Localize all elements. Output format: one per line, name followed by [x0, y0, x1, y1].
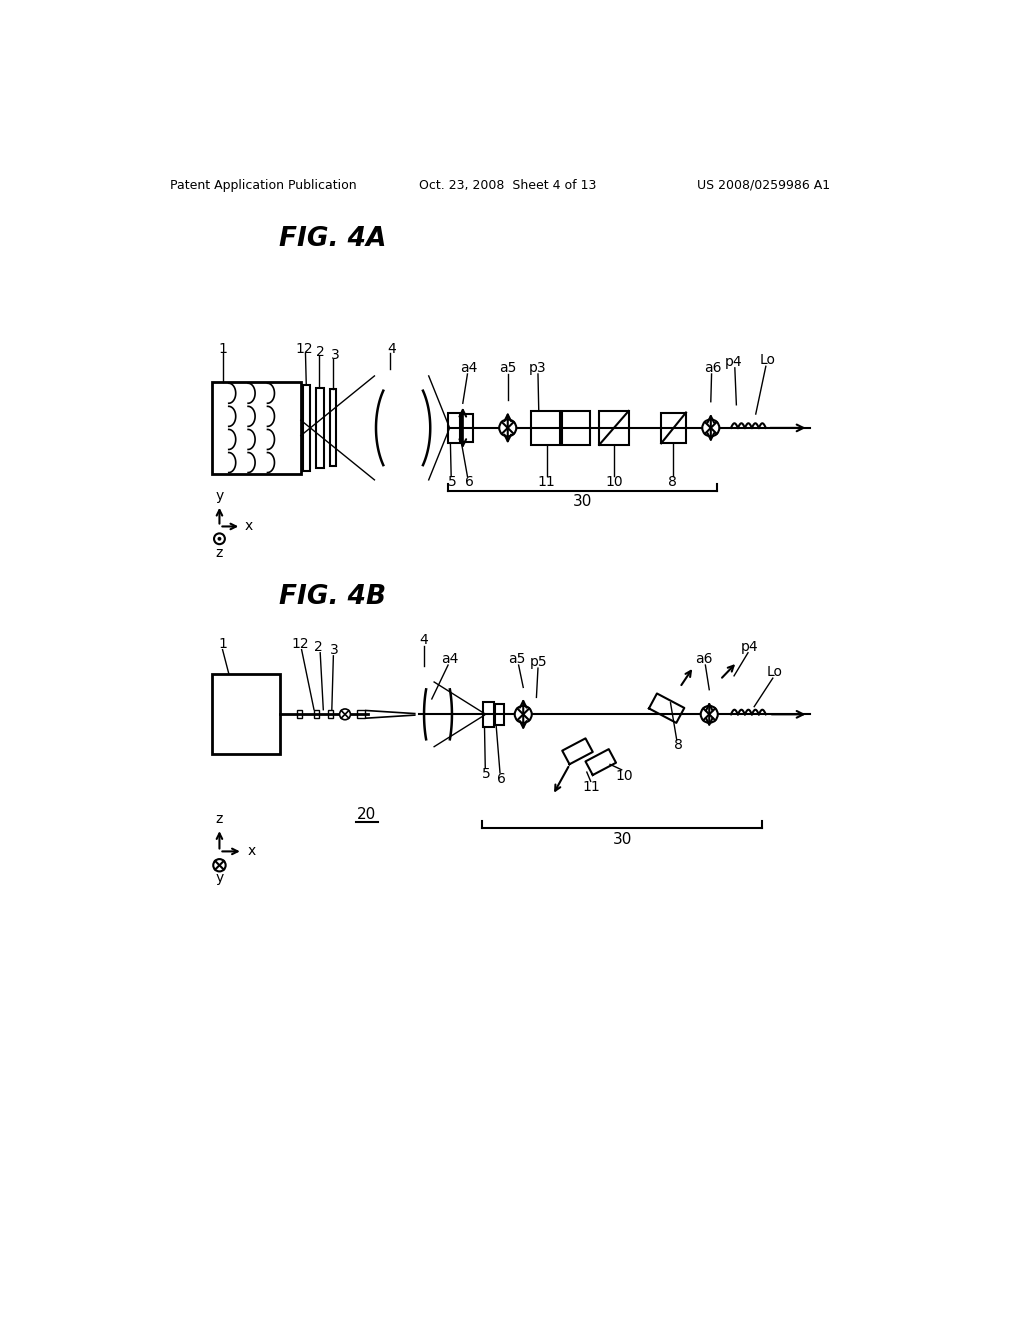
Bar — [449, 413, 461, 444]
Text: FIG. 4A: FIG. 4A — [280, 226, 386, 252]
Text: x: x — [248, 845, 256, 858]
Text: 11: 11 — [538, 475, 555, 488]
Circle shape — [500, 420, 516, 437]
Text: 8: 8 — [674, 738, 683, 752]
Text: Patent Application Publication: Patent Application Publication — [170, 178, 357, 191]
Text: a6: a6 — [695, 652, 713, 665]
Text: y: y — [215, 871, 223, 884]
Text: 10: 10 — [605, 475, 623, 488]
Text: 2: 2 — [314, 640, 323, 653]
Bar — [297, 710, 302, 718]
Text: p4: p4 — [740, 640, 759, 653]
Bar — [212, 675, 280, 755]
Bar — [462, 414, 473, 442]
Text: 3: 3 — [331, 347, 339, 362]
Text: x: x — [245, 520, 253, 533]
Bar — [599, 411, 629, 445]
Circle shape — [213, 859, 225, 871]
Text: 5: 5 — [447, 475, 457, 488]
Text: 30: 30 — [612, 832, 632, 846]
Circle shape — [217, 537, 221, 541]
Bar — [315, 388, 324, 469]
Text: 20: 20 — [357, 807, 377, 822]
Text: y: y — [215, 488, 223, 503]
Text: 8: 8 — [669, 475, 677, 488]
Bar — [330, 389, 337, 466]
Text: 10: 10 — [615, 770, 633, 783]
Text: a6: a6 — [705, 360, 722, 375]
Bar — [303, 385, 310, 471]
Bar — [662, 413, 686, 444]
Text: p4: p4 — [725, 355, 742, 368]
Text: 2: 2 — [315, 345, 325, 359]
Text: US 2008/0259986 A1: US 2008/0259986 A1 — [697, 178, 830, 191]
Text: FIG. 4B: FIG. 4B — [280, 585, 386, 610]
Text: a5: a5 — [499, 360, 516, 375]
Text: z: z — [216, 812, 223, 826]
Text: 6: 6 — [465, 475, 473, 488]
Text: 4: 4 — [387, 342, 396, 355]
Text: 1: 1 — [218, 342, 227, 355]
Text: 4: 4 — [420, 632, 428, 647]
Bar — [212, 381, 301, 474]
Text: a5: a5 — [508, 652, 525, 665]
Text: a4: a4 — [441, 652, 459, 665]
Text: 12: 12 — [296, 342, 313, 355]
Text: 30: 30 — [572, 494, 592, 510]
Text: 3: 3 — [330, 643, 339, 656]
Text: 12: 12 — [291, 636, 309, 651]
Bar — [314, 710, 319, 718]
Bar — [357, 710, 366, 718]
Text: 5: 5 — [481, 767, 490, 781]
Circle shape — [214, 533, 225, 544]
Text: Oct. 23, 2008  Sheet 4 of 13: Oct. 23, 2008 Sheet 4 of 13 — [419, 178, 596, 191]
Text: z: z — [216, 545, 223, 560]
Text: 1: 1 — [218, 636, 227, 651]
Text: 11: 11 — [583, 780, 600, 795]
Bar — [483, 702, 494, 726]
Bar — [562, 411, 590, 445]
Text: 6: 6 — [497, 772, 506, 785]
Text: a4: a4 — [461, 360, 477, 375]
Circle shape — [515, 706, 531, 723]
Circle shape — [700, 706, 718, 723]
Text: p3: p3 — [528, 360, 546, 375]
Circle shape — [340, 709, 350, 719]
Text: Lo: Lo — [760, 354, 775, 367]
Text: Lo: Lo — [767, 665, 783, 678]
Bar — [495, 704, 504, 725]
Circle shape — [702, 420, 719, 437]
Bar — [328, 710, 334, 718]
Text: p5: p5 — [530, 655, 548, 669]
Bar — [531, 411, 560, 445]
